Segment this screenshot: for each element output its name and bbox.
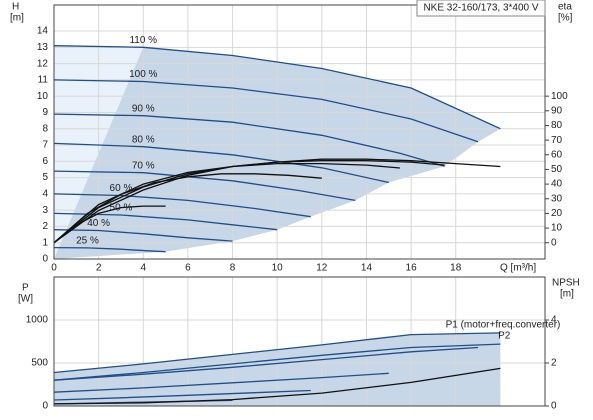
legend-label: P1 (motor+freq.converter)	[446, 320, 561, 331]
y-tick-label: 7	[42, 140, 48, 151]
curve-label: 90 %	[132, 103, 155, 114]
curve-label: 25 %	[76, 236, 99, 247]
y2-tick-label: 70	[551, 135, 563, 146]
y2-tick-label: 2	[551, 358, 557, 369]
y2-tick-label: 4	[551, 315, 557, 326]
curve	[53, 372, 389, 393]
x-tick-label: 18	[450, 263, 462, 274]
curve-label: 50 %	[110, 203, 133, 214]
curve	[53, 113, 445, 167]
y-axis-unit: [m]	[10, 13, 24, 24]
x-tick-label: 10	[272, 263, 284, 274]
y-axis-unit: [W]	[18, 294, 33, 305]
y-tick-label: 3	[42, 205, 48, 216]
y2-tick-label: 0	[551, 237, 557, 248]
legend-label: P2	[498, 331, 511, 342]
curve	[53, 346, 479, 381]
curve	[53, 160, 445, 244]
curve	[53, 389, 311, 401]
curve	[53, 142, 389, 184]
curve	[53, 162, 400, 244]
curve	[53, 79, 479, 143]
y-tick-label: 12	[37, 58, 49, 69]
x-tick-label: 2	[96, 263, 102, 274]
y2-tick-label: 50	[551, 164, 563, 175]
x-tick-label: 8	[230, 263, 236, 274]
y2-tick-label: 60	[551, 149, 563, 160]
y2-tick-label: 10	[551, 223, 563, 234]
plot-frame	[53, 4, 546, 260]
curve	[53, 343, 501, 381]
curve	[53, 45, 501, 130]
x-tick-label: 14	[361, 263, 373, 274]
y2-tick-label: 80	[551, 120, 563, 131]
curve	[53, 229, 233, 242]
y2-axis-unit: [%]	[558, 13, 573, 24]
curve	[53, 170, 356, 202]
y2-axis-label: NPSH	[552, 278, 580, 289]
curve	[53, 332, 501, 374]
y2-tick-label: 90	[551, 105, 563, 116]
y-tick-label: 11	[38, 75, 49, 86]
curve	[53, 367, 501, 405]
x-tick-label: 16	[406, 263, 418, 274]
y2-axis-label: eta	[558, 2, 572, 13]
y2-tick-label: 0	[551, 401, 557, 412]
y-axis-label: P	[22, 283, 29, 294]
y2-tick-label: 40	[551, 179, 563, 190]
curve	[53, 205, 166, 244]
y-tick-label: 1	[42, 237, 48, 248]
chart-title: NKE 32-160/173, 3*400 V	[423, 3, 538, 14]
y-tick-label: 1000	[26, 315, 49, 326]
curve-label: 100 %	[129, 69, 157, 80]
plot-frame	[53, 276, 546, 407]
y-tick-label: 500	[31, 358, 48, 369]
curve	[53, 193, 311, 218]
curve-label: 70 %	[132, 160, 155, 171]
curve-label: 60 %	[110, 183, 133, 194]
y2-tick-label: 100	[551, 91, 568, 102]
curve-label: 80 %	[132, 134, 155, 145]
x-tick-label: 0	[51, 263, 57, 274]
x-axis-label: Q [m³/h]	[500, 263, 536, 274]
curve	[53, 173, 322, 244]
y2-tick-label: 30	[551, 193, 563, 204]
y-tick-label: 6	[42, 156, 48, 167]
y-tick-label: 13	[37, 42, 49, 53]
y2-tick-label: 20	[551, 208, 563, 219]
y-tick-label: 10	[37, 91, 49, 102]
curve	[53, 212, 278, 231]
y-tick-label: 9	[42, 107, 48, 118]
x-tick-label: 6	[185, 263, 191, 274]
y-tick-label: 14	[37, 26, 49, 37]
y-tick-label: 0	[42, 401, 48, 412]
x-tick-label: 4	[140, 263, 146, 274]
y-tick-label: 8	[42, 123, 48, 134]
y-tick-label: 4	[42, 189, 48, 200]
y2-axis-unit: [m]	[560, 289, 574, 300]
curve	[53, 246, 166, 253]
y-axis-label: H	[12, 2, 19, 13]
x-tick-label: 12	[316, 263, 328, 274]
curve-label: 40 %	[87, 218, 110, 229]
y-tick-label: 0	[42, 254, 48, 265]
y-tick-label: 5	[42, 172, 48, 183]
curve-label: 110 %	[129, 35, 157, 46]
title-box	[416, 0, 546, 17]
y-tick-label: 2	[42, 221, 48, 232]
